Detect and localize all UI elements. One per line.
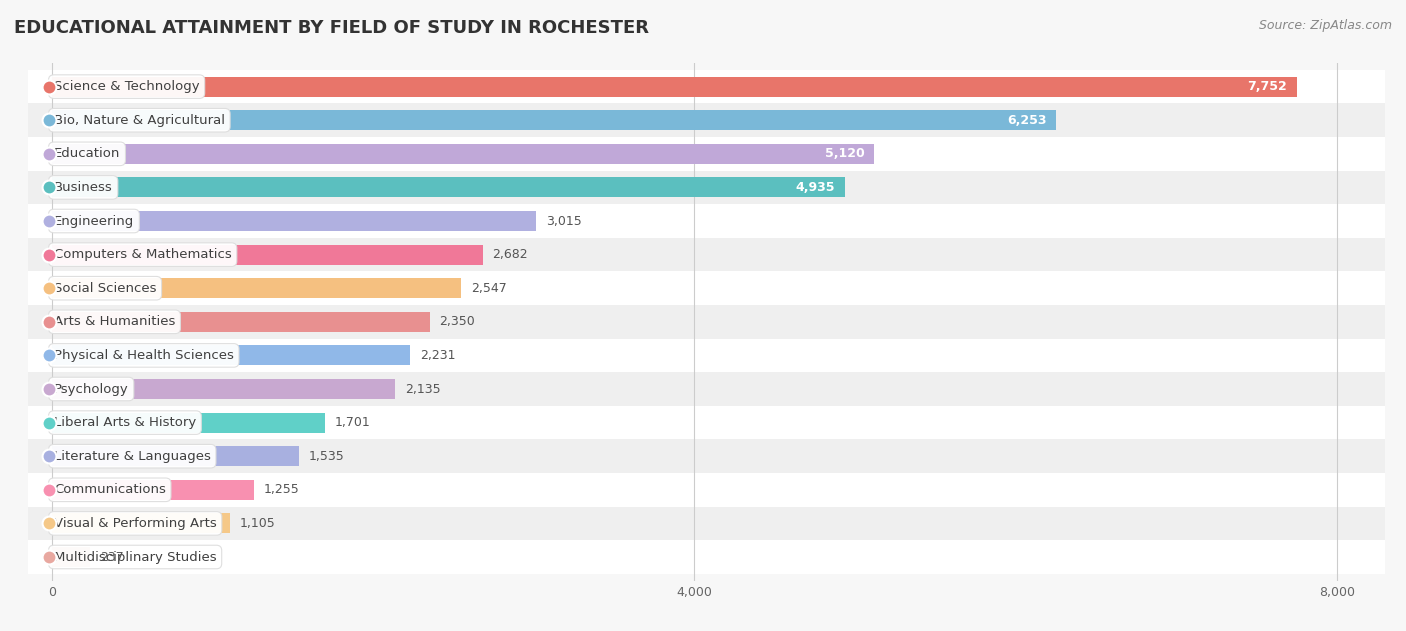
Text: Science & Technology: Science & Technology xyxy=(53,80,200,93)
Bar xyxy=(0,271,1406,305)
Text: 2,350: 2,350 xyxy=(439,316,475,328)
Text: 2,135: 2,135 xyxy=(405,382,440,396)
Text: 5,120: 5,120 xyxy=(825,147,865,160)
Bar xyxy=(52,211,536,231)
Text: Physical & Health Sciences: Physical & Health Sciences xyxy=(53,349,233,362)
Text: Education: Education xyxy=(53,147,120,160)
Text: Social Sciences: Social Sciences xyxy=(53,281,156,295)
Bar xyxy=(0,70,1406,103)
Text: Psychology: Psychology xyxy=(53,382,128,396)
Bar xyxy=(52,480,253,500)
Text: Multidisciplinary Studies: Multidisciplinary Studies xyxy=(53,550,217,563)
Text: 1,535: 1,535 xyxy=(308,450,344,463)
Text: 1,701: 1,701 xyxy=(335,416,371,429)
Text: Bio, Nature & Agricultural: Bio, Nature & Agricultural xyxy=(53,114,225,127)
Text: 2,231: 2,231 xyxy=(420,349,456,362)
Bar xyxy=(52,413,325,433)
Bar xyxy=(52,547,90,567)
Bar xyxy=(0,204,1406,238)
Bar xyxy=(52,446,298,466)
Text: 3,015: 3,015 xyxy=(546,215,582,228)
Bar xyxy=(52,245,482,264)
Text: 4,935: 4,935 xyxy=(796,181,835,194)
Text: Communications: Communications xyxy=(53,483,166,497)
Bar xyxy=(0,305,1406,339)
Text: Business: Business xyxy=(53,181,112,194)
Bar xyxy=(0,507,1406,540)
Bar xyxy=(0,439,1406,473)
Text: Engineering: Engineering xyxy=(53,215,134,228)
Bar xyxy=(0,473,1406,507)
Bar xyxy=(0,170,1406,204)
Bar xyxy=(52,177,845,198)
Bar xyxy=(52,278,461,298)
Bar xyxy=(0,103,1406,137)
Text: EDUCATIONAL ATTAINMENT BY FIELD OF STUDY IN ROCHESTER: EDUCATIONAL ATTAINMENT BY FIELD OF STUDY… xyxy=(14,19,650,37)
Bar xyxy=(52,144,875,164)
Bar xyxy=(0,238,1406,271)
Text: 2,547: 2,547 xyxy=(471,281,506,295)
Text: 2,682: 2,682 xyxy=(492,248,529,261)
Text: Visual & Performing Arts: Visual & Performing Arts xyxy=(53,517,217,530)
Bar xyxy=(0,339,1406,372)
Bar xyxy=(52,379,395,399)
Bar xyxy=(0,137,1406,170)
Text: 7,752: 7,752 xyxy=(1247,80,1288,93)
Bar xyxy=(52,76,1296,97)
Text: 237: 237 xyxy=(100,550,124,563)
Text: Arts & Humanities: Arts & Humanities xyxy=(53,316,176,328)
Text: Computers & Mathematics: Computers & Mathematics xyxy=(53,248,232,261)
Bar xyxy=(52,345,411,365)
Text: 6,253: 6,253 xyxy=(1007,114,1046,127)
Bar xyxy=(0,406,1406,439)
Text: 1,255: 1,255 xyxy=(263,483,299,497)
Text: Source: ZipAtlas.com: Source: ZipAtlas.com xyxy=(1258,19,1392,32)
Bar xyxy=(0,540,1406,574)
Text: Liberal Arts & History: Liberal Arts & History xyxy=(53,416,195,429)
Bar xyxy=(0,372,1406,406)
Text: 1,105: 1,105 xyxy=(239,517,276,530)
Text: Literature & Languages: Literature & Languages xyxy=(53,450,211,463)
Bar xyxy=(52,110,1056,130)
Bar xyxy=(52,312,430,332)
Bar xyxy=(52,514,229,533)
